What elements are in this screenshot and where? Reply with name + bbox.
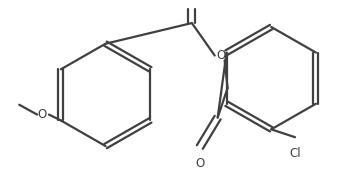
- Text: O: O: [195, 157, 204, 170]
- Text: O: O: [217, 49, 226, 62]
- Text: O: O: [38, 108, 47, 121]
- Text: Cl: Cl: [289, 147, 301, 160]
